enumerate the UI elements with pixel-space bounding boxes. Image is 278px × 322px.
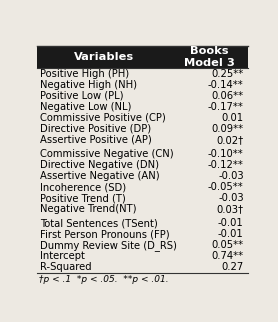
Text: †p < .1  *p < .05.  **p < .01.: †p < .1 *p < .05. **p < .01. bbox=[39, 275, 169, 284]
Text: Total Sentences (TSent): Total Sentences (TSent) bbox=[40, 218, 158, 228]
Text: -0.01: -0.01 bbox=[218, 218, 244, 228]
Text: Assertive Positive (AP): Assertive Positive (AP) bbox=[40, 135, 152, 145]
Bar bbox=[37, 262, 248, 273]
Text: Variables: Variables bbox=[74, 52, 134, 62]
Text: -0.17**: -0.17** bbox=[208, 102, 244, 112]
Text: 0.05**: 0.05** bbox=[212, 241, 244, 251]
Text: Commissive Negative (CN): Commissive Negative (CN) bbox=[40, 149, 174, 159]
Text: -0.03: -0.03 bbox=[218, 171, 244, 181]
Text: Positive Trend (T): Positive Trend (T) bbox=[40, 193, 126, 203]
Bar bbox=[37, 171, 248, 182]
Bar bbox=[37, 193, 248, 204]
Text: -0.05**: -0.05** bbox=[208, 182, 244, 192]
Text: -0.03: -0.03 bbox=[218, 193, 244, 203]
Text: Negative Low (NL): Negative Low (NL) bbox=[40, 102, 131, 112]
Bar bbox=[37, 218, 248, 229]
Text: 0.09**: 0.09** bbox=[212, 124, 244, 134]
Bar bbox=[37, 112, 248, 123]
Bar bbox=[37, 182, 248, 193]
Bar bbox=[37, 160, 248, 171]
Text: 0.03†: 0.03† bbox=[217, 204, 244, 214]
Bar bbox=[37, 123, 248, 134]
Text: 0.25**: 0.25** bbox=[212, 69, 244, 79]
Bar bbox=[37, 68, 248, 80]
Text: Positive High (PH): Positive High (PH) bbox=[40, 69, 129, 79]
Bar bbox=[37, 149, 248, 160]
Text: Negative Trend(NT): Negative Trend(NT) bbox=[40, 204, 136, 214]
Text: 0.06**: 0.06** bbox=[212, 91, 244, 101]
Text: R-Squared: R-Squared bbox=[40, 262, 92, 272]
Text: Dummy Review Site (D_RS): Dummy Review Site (D_RS) bbox=[40, 240, 177, 251]
Bar bbox=[37, 251, 248, 262]
Text: Incoherence (SD): Incoherence (SD) bbox=[40, 182, 126, 192]
Text: Directive Positive (DP): Directive Positive (DP) bbox=[40, 124, 151, 134]
Text: -0.12**: -0.12** bbox=[208, 160, 244, 170]
Bar bbox=[37, 90, 248, 101]
Text: -0.01: -0.01 bbox=[218, 229, 244, 240]
Text: 0.27: 0.27 bbox=[222, 262, 244, 272]
Bar bbox=[37, 229, 248, 240]
Bar bbox=[37, 101, 248, 112]
Text: Negative High (NH): Negative High (NH) bbox=[40, 80, 137, 90]
Text: Books
Model 3: Books Model 3 bbox=[184, 46, 235, 69]
Text: -0.10**: -0.10** bbox=[208, 149, 244, 159]
Text: -0.14**: -0.14** bbox=[208, 80, 244, 90]
Text: Assertive Negative (AN): Assertive Negative (AN) bbox=[40, 171, 160, 181]
Text: Directive Negative (DN): Directive Negative (DN) bbox=[40, 160, 159, 170]
Text: Positive Low (PL): Positive Low (PL) bbox=[40, 91, 124, 101]
Text: First Person Pronouns (FP): First Person Pronouns (FP) bbox=[40, 229, 170, 240]
Bar bbox=[37, 204, 248, 215]
Text: 0.01: 0.01 bbox=[222, 113, 244, 123]
Bar bbox=[37, 46, 248, 68]
Bar bbox=[37, 80, 248, 90]
Text: 0.02†: 0.02† bbox=[217, 135, 244, 145]
Text: Intercept: Intercept bbox=[40, 251, 85, 261]
Text: Commissive Positive (CP): Commissive Positive (CP) bbox=[40, 113, 166, 123]
Text: 0.74**: 0.74** bbox=[212, 251, 244, 261]
Bar bbox=[37, 134, 248, 146]
Bar bbox=[37, 240, 248, 251]
